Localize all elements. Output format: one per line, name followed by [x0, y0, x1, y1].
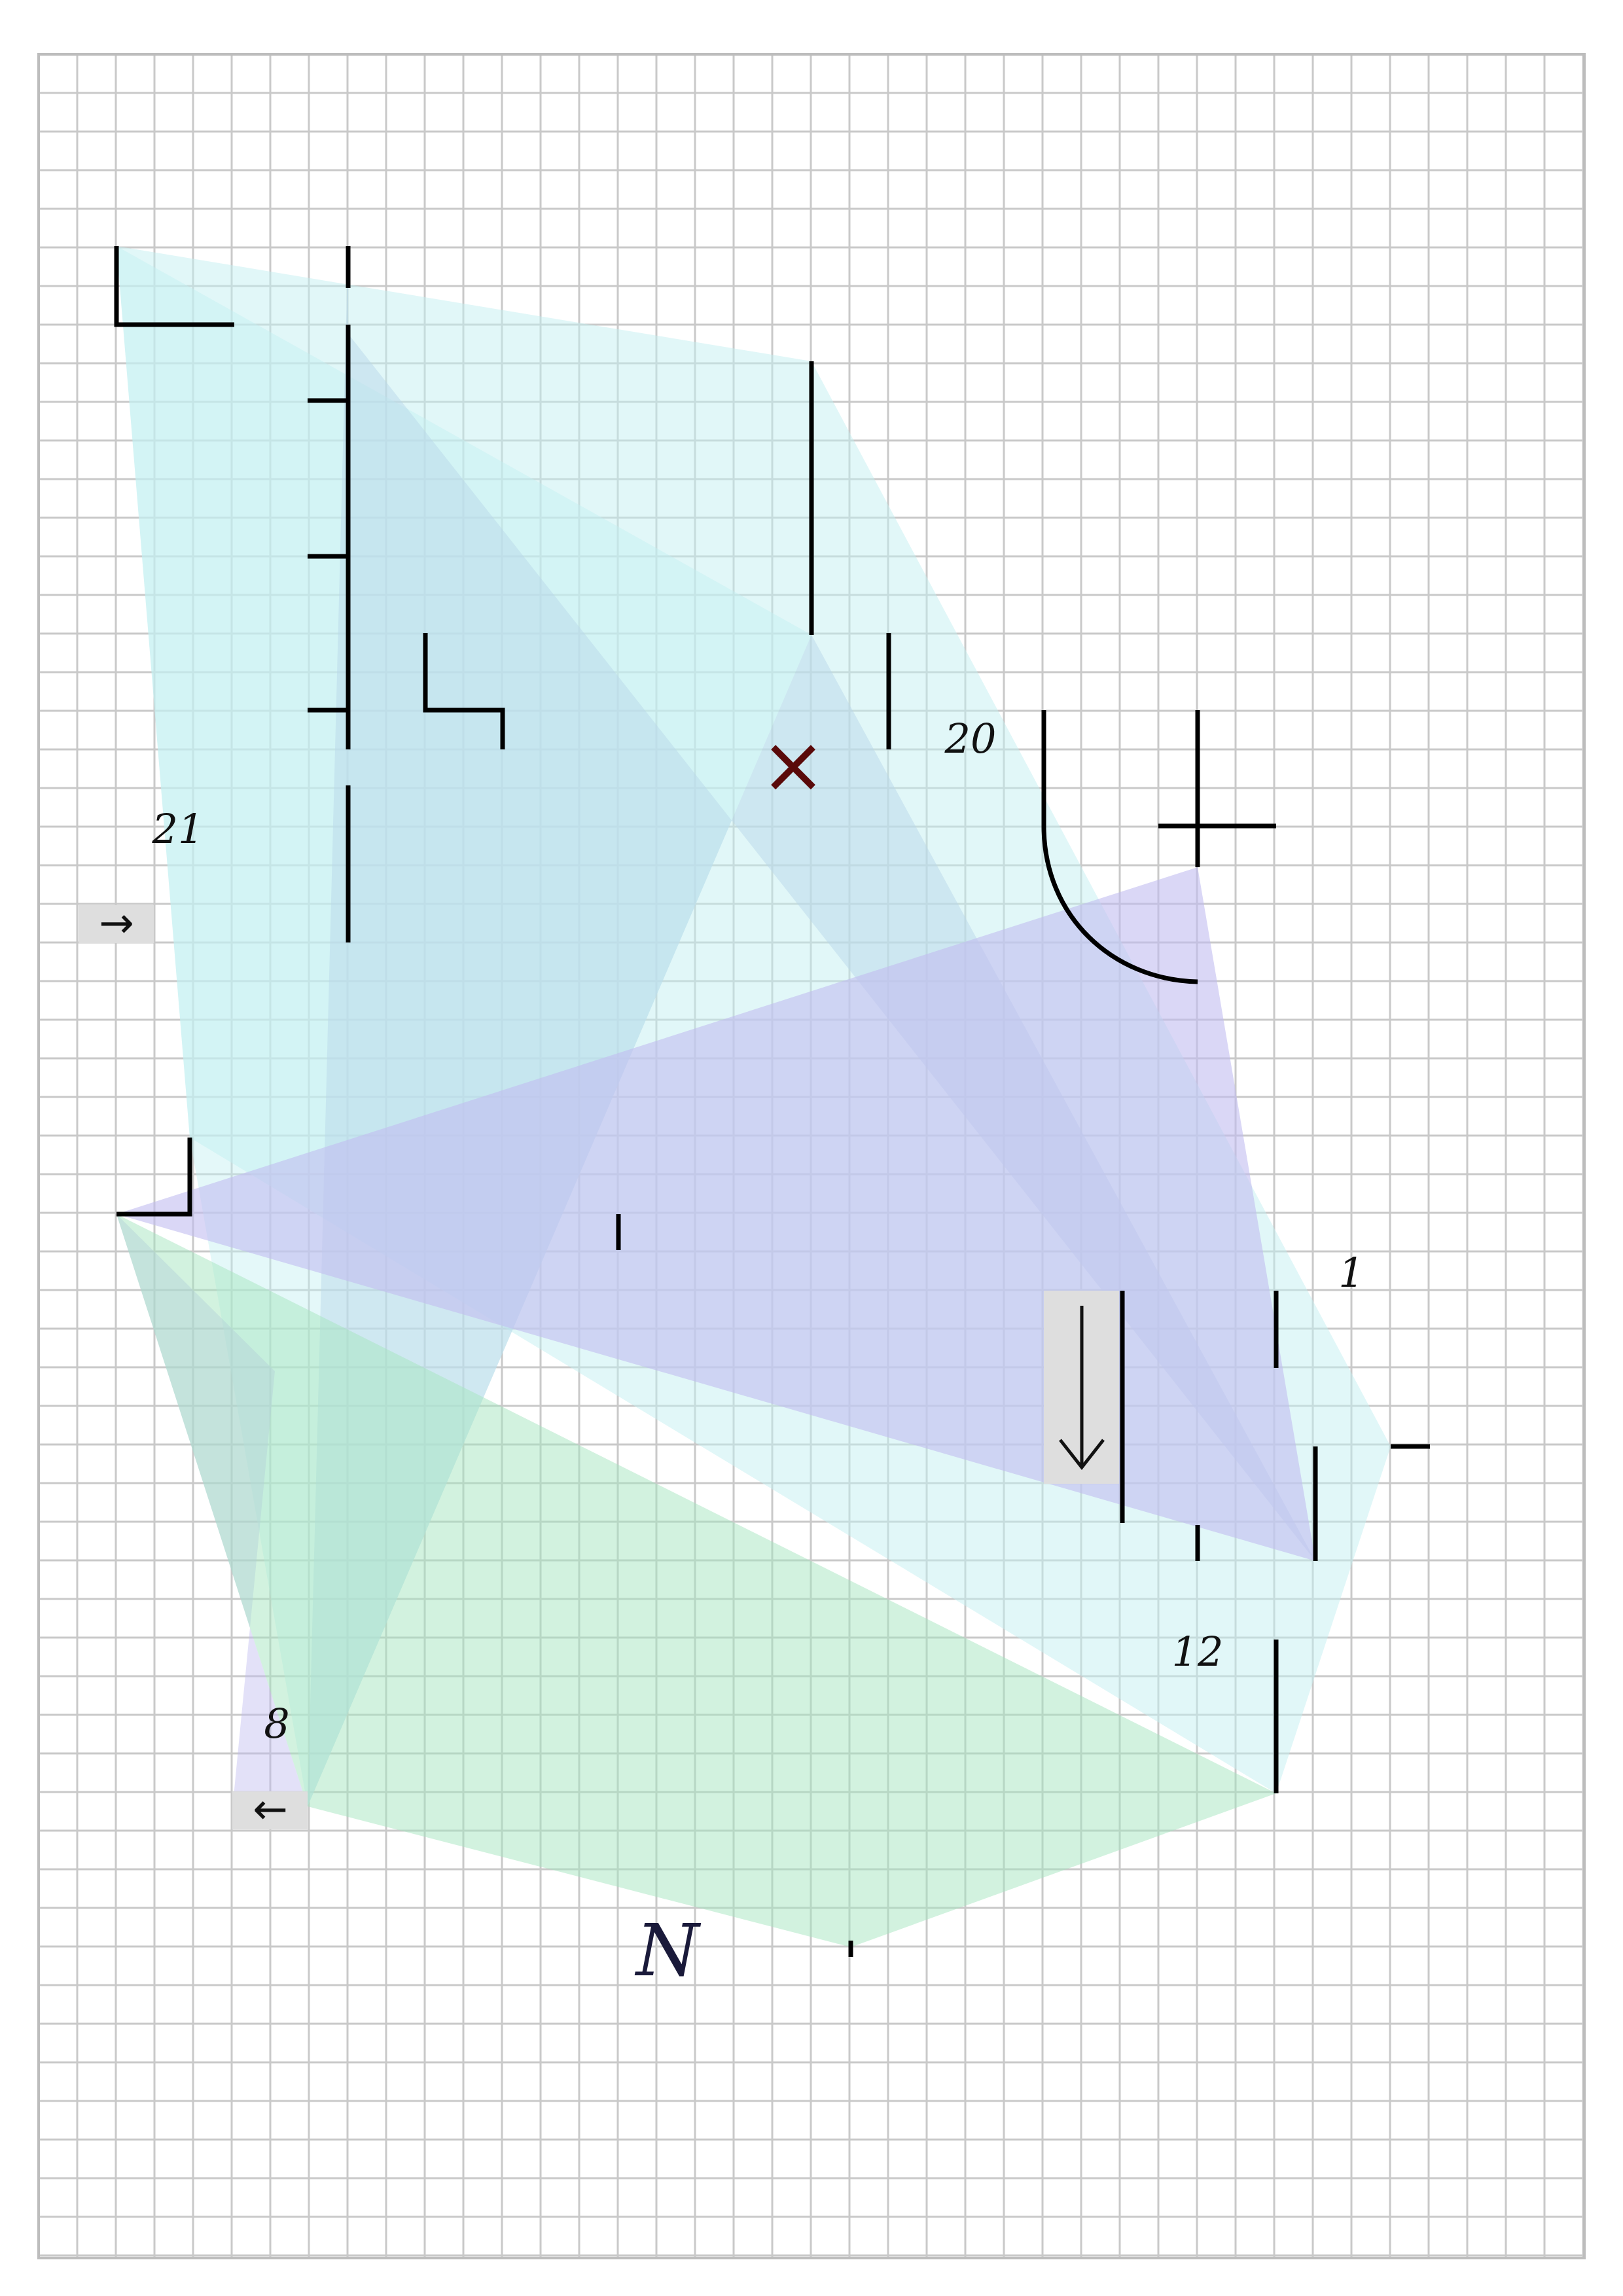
violet-polygon-large	[116, 867, 1315, 1561]
step-mark	[423, 633, 505, 749]
label-21: 21	[152, 805, 204, 853]
label-12: 12	[1172, 1628, 1224, 1676]
cross-mark	[1158, 710, 1276, 867]
arrow-right-icon: →	[99, 899, 134, 948]
blue-polygon	[308, 246, 1315, 1806]
label-20: 20	[944, 715, 997, 762]
arrow-left-icon: ←	[253, 1785, 288, 1834]
x-mark-icon: ×	[760, 720, 827, 811]
grid-border	[37, 53, 1586, 2259]
label-1: 1	[1338, 1249, 1364, 1297]
overlay-shapes	[116, 246, 1391, 1947]
ink-marks	[114, 246, 1430, 1957]
corner-mark-top-left	[114, 246, 234, 327]
label-8: 8	[264, 1700, 289, 1748]
arrow-down-icon	[1059, 1306, 1105, 1471]
label-letter-n: N	[634, 1909, 702, 1992]
curve-mark	[1041, 710, 1198, 984]
arrow-right-box	[79, 905, 154, 943]
vertical-ruler-mark	[308, 325, 351, 749]
arrow-left-box	[232, 1791, 308, 1829]
green-polygon	[116, 1214, 1276, 1947]
corner-mark-left	[116, 1138, 192, 1217]
